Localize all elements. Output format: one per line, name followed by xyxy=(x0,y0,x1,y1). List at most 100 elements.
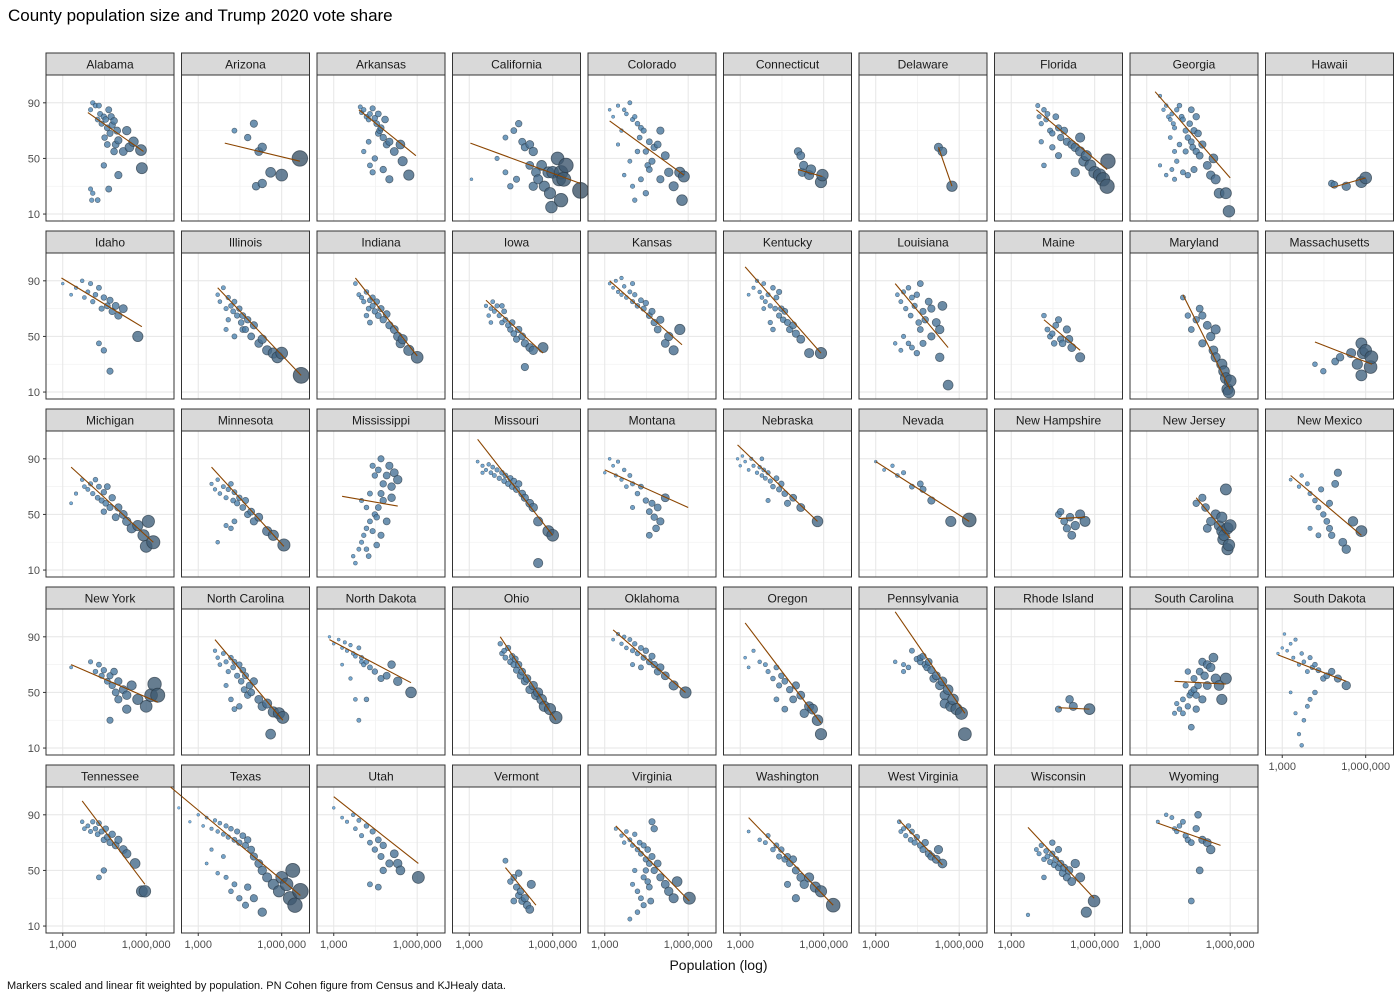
data-point xyxy=(94,831,101,838)
data-point xyxy=(110,117,118,125)
data-point xyxy=(106,367,114,375)
data-point xyxy=(1320,511,1327,518)
data-point xyxy=(1035,103,1041,109)
data-point xyxy=(374,466,382,474)
data-point xyxy=(217,491,223,496)
data-point xyxy=(1222,538,1236,552)
data-point xyxy=(108,494,116,502)
data-point xyxy=(350,812,356,818)
facet-plot-bg xyxy=(452,787,581,933)
data-point xyxy=(1062,524,1071,533)
data-point xyxy=(1180,818,1186,825)
fit-line xyxy=(1174,680,1226,685)
facet-strip-label: Minnesota xyxy=(218,414,274,428)
data-point xyxy=(773,842,780,849)
data-point xyxy=(141,514,155,528)
fit-line xyxy=(477,439,554,536)
data-point xyxy=(361,107,367,113)
data-point xyxy=(1213,680,1225,691)
data-point xyxy=(177,806,181,810)
data-point xyxy=(759,456,765,462)
data-point xyxy=(1318,486,1325,493)
facet-strip-label: Connecticut xyxy=(756,58,820,72)
data-point xyxy=(1052,855,1060,863)
data-point xyxy=(537,342,549,354)
x-axis-title: Population (log) xyxy=(669,957,768,973)
data-point xyxy=(96,483,102,490)
facet-panel: Maine xyxy=(994,230,1123,400)
data-point xyxy=(502,857,509,864)
facet-panel: New Mexico xyxy=(1265,408,1394,578)
data-point xyxy=(374,883,382,891)
data-point xyxy=(105,185,113,193)
data-point xyxy=(890,463,895,468)
data-point xyxy=(1206,662,1216,673)
data-point xyxy=(1194,129,1202,138)
data-point xyxy=(632,831,638,837)
data-point xyxy=(359,294,365,301)
data-point xyxy=(494,155,500,161)
data-point xyxy=(645,138,653,146)
data-point xyxy=(501,647,507,654)
data-point xyxy=(491,473,497,478)
data-point xyxy=(132,330,144,342)
data-point xyxy=(621,284,627,289)
data-point xyxy=(240,686,248,694)
data-point xyxy=(1161,107,1166,112)
data-point xyxy=(1054,846,1063,854)
data-point xyxy=(621,172,627,178)
data-point xyxy=(770,675,776,682)
fit-line xyxy=(609,280,683,346)
data-point xyxy=(82,826,87,831)
fit-line xyxy=(615,825,690,902)
data-point xyxy=(1052,113,1060,121)
data-point xyxy=(642,190,649,197)
data-point xyxy=(961,512,977,528)
data-point xyxy=(533,558,544,569)
facet-border xyxy=(994,786,1123,934)
data-point xyxy=(118,304,128,314)
data-point xyxy=(1182,148,1189,155)
data-point xyxy=(1180,169,1186,176)
data-point xyxy=(1192,691,1200,699)
data-point xyxy=(1195,304,1204,313)
data-point xyxy=(234,312,241,319)
fit-line xyxy=(214,639,284,721)
data-point xyxy=(212,487,218,492)
facet-border xyxy=(452,252,581,400)
facet-plot-bg xyxy=(317,75,445,221)
fit-line xyxy=(470,142,581,184)
data-point xyxy=(105,106,113,114)
facet-plot-bg xyxy=(46,787,174,933)
data-point xyxy=(1341,680,1351,691)
data-point xyxy=(773,696,780,703)
data-point xyxy=(767,303,773,309)
data-point xyxy=(1190,675,1198,683)
facet-border xyxy=(723,430,852,578)
data-point xyxy=(381,115,389,124)
facet-plot-bg xyxy=(588,253,716,399)
facet-border xyxy=(994,252,1123,400)
data-point xyxy=(770,285,776,291)
data-point xyxy=(796,334,806,344)
facet-border xyxy=(587,430,717,578)
facet-plot-bg xyxy=(723,75,852,221)
data-point xyxy=(640,842,647,849)
facet-border xyxy=(45,786,175,934)
data-point xyxy=(1079,515,1091,527)
data-point xyxy=(110,667,118,676)
data-point xyxy=(228,481,234,487)
data-point xyxy=(1206,516,1216,527)
data-point xyxy=(1347,516,1359,527)
data-point xyxy=(367,162,373,169)
data-point xyxy=(1169,167,1175,172)
data-point xyxy=(106,296,114,304)
data-point xyxy=(332,806,336,810)
facet-panel: Mississippi xyxy=(316,408,446,578)
facet-strip-label: Oregon xyxy=(767,592,807,606)
data-point xyxy=(410,350,424,364)
data-point xyxy=(642,148,649,155)
x-tick-label: 1,000 xyxy=(1268,761,1296,773)
data-point xyxy=(653,859,662,868)
data-point xyxy=(502,316,509,323)
